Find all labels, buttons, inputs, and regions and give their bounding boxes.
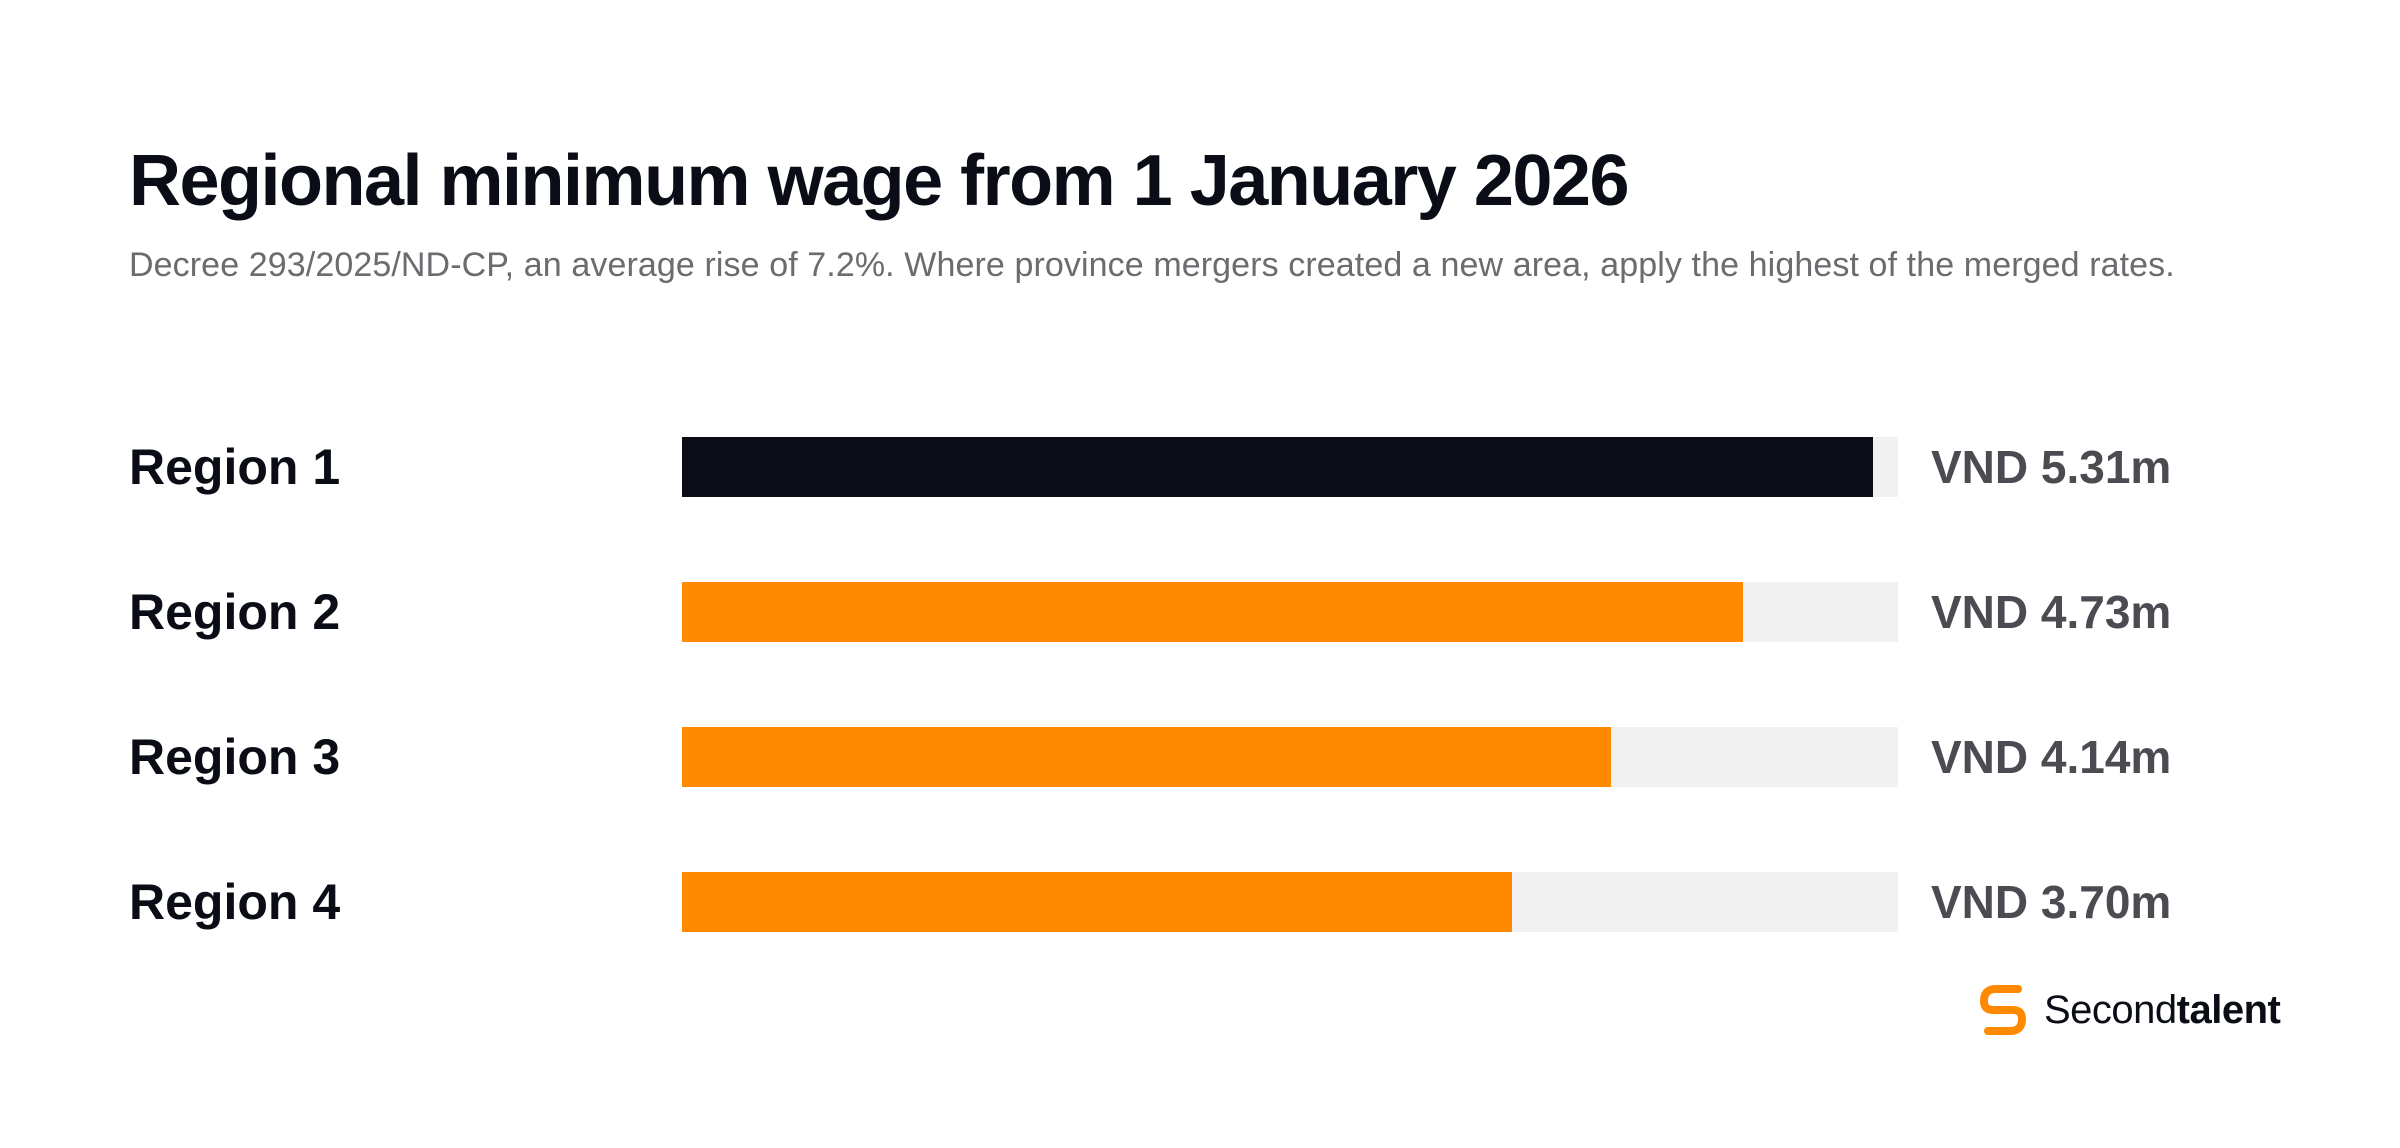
- secondtalent-logo-icon: [1980, 985, 2026, 1035]
- category-label: Region 2: [129, 584, 341, 640]
- value-label: VND 5.31m: [1931, 441, 2172, 493]
- value-label: VND 4.73m: [1931, 586, 2172, 638]
- brand-logo: Secondtalent: [1978, 982, 2281, 1038]
- brand-name-bold: talent: [2176, 987, 2281, 1032]
- bar: [682, 727, 1611, 787]
- bar-row: Region 1 VND 5.31m: [0, 437, 2400, 497]
- bar-track: [682, 872, 1898, 932]
- value-label: VND 4.14m: [1931, 731, 2172, 783]
- category-label: Region 4: [129, 874, 341, 930]
- bar-track: [682, 727, 1898, 787]
- value-label: VND 3.70m: [1931, 876, 2172, 928]
- chart-subtitle: Decree 293/2025/ND-CP, an average rise o…: [129, 246, 2175, 284]
- bar-row: Region 2 VND 4.73m: [0, 582, 2400, 642]
- category-label: Region 3: [129, 729, 341, 785]
- bar: [682, 872, 1512, 932]
- bar: [682, 582, 1743, 642]
- bar-row: Region 4 VND 3.70m: [0, 872, 2400, 932]
- bar-track: [682, 437, 1898, 497]
- bar-row: Region 3 VND 4.14m: [0, 727, 2400, 787]
- category-label: Region 1: [129, 439, 341, 495]
- chart-title: Regional minimum wage from 1 January 202…: [129, 141, 1630, 221]
- bar: [682, 437, 1873, 497]
- bar-track: [682, 582, 1898, 642]
- brand-name: Secondtalent: [2044, 987, 2281, 1033]
- brand-name-light: Second: [2044, 987, 2177, 1032]
